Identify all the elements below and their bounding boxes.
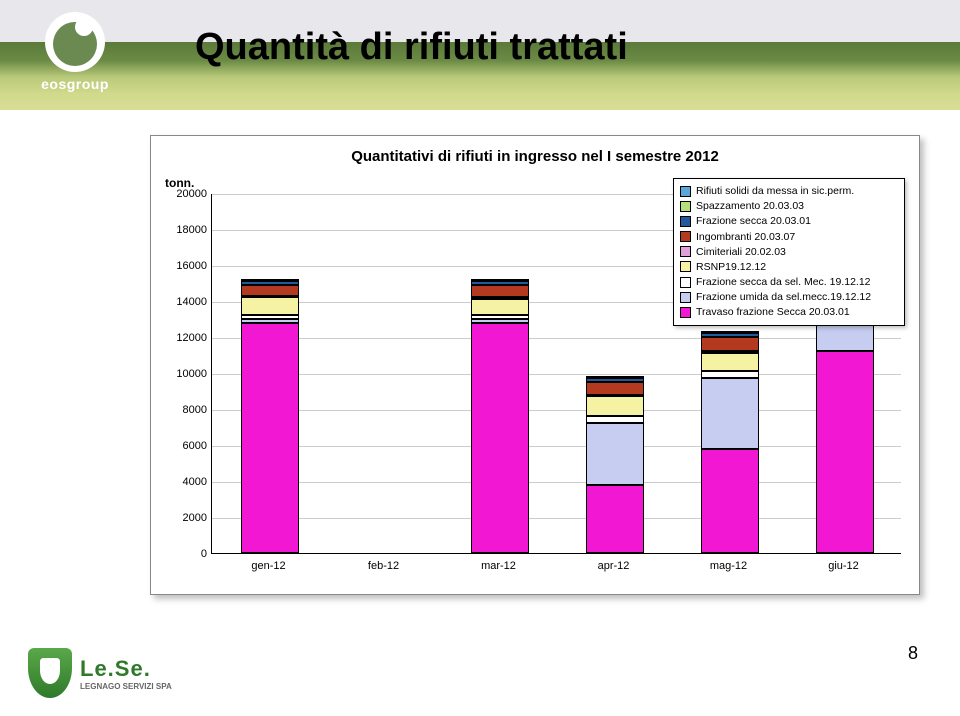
page-title: Quantità di rifiuti trattati [195,26,628,69]
footer-logo: Le.Se. LEGNAGO SERVIZI SPA [28,648,172,698]
legend-swatch [680,261,691,272]
eosgroup-logo-text: eosgroup [30,76,120,92]
legend-label: Spazzamento 20.03.03 [696,199,804,213]
legend-item: Ingombranti 20.03.07 [680,230,898,244]
chart-xtick: apr-12 [598,560,630,572]
chart-gridline [212,482,901,483]
chart-xtick: gen-12 [251,560,285,572]
legend-swatch [680,307,691,318]
legend-label: Cimiteriali 20.02.03 [696,245,786,259]
chart-gridline [212,374,901,375]
chart-ytick: 2000 [163,512,207,524]
bar-segment [241,295,299,297]
bar-segment [471,281,529,285]
bar-segment [471,279,529,281]
chart-ytick: 12000 [163,332,207,344]
eosgroup-logo-icon [45,12,105,72]
page-number: 8 [908,643,918,664]
footer-sub: LEGNAGO SERVIZI SPA [80,682,172,691]
legend-item: Frazione secca da sel. Mec. 19.12.12 [680,275,898,289]
legend-item: Frazione secca 20.03.01 [680,214,898,228]
bar-segment [701,371,759,378]
chart-xtick: mag-12 [710,560,747,572]
bar-segment [241,279,299,281]
legend-label: Frazione secca da sel. Mec. 19.12.12 [696,275,871,289]
bar-segment [471,319,529,323]
bar-segment [586,376,644,378]
bar-segment [471,297,529,299]
legend-item: Frazione umida da sel.mecc.19.12.12 [680,290,898,304]
bar-segment [471,323,529,553]
eosgroup-logo: eosgroup [30,12,120,92]
bar-segment [586,382,644,395]
chart-ytick: 20000 [163,188,207,200]
legend-label: Frazione secca 20.03.01 [696,214,811,228]
legend-label: RSNP19.12.12 [696,260,766,274]
bar-segment [241,315,299,319]
bar-segment [471,299,529,315]
legend-label: Travaso frazione Secca 20.03.01 [696,305,850,319]
bar-segment [241,285,299,296]
footer-brand: Le.Se. [80,656,172,682]
bar-segment [586,416,644,423]
legend-swatch [680,231,691,242]
chart-card: Quantitativi di rifiuti in ingresso nel … [150,135,920,595]
legend-label: Frazione umida da sel.mecc.19.12.12 [696,290,871,304]
bar-segment [701,449,759,553]
legend-swatch [680,216,691,227]
legend-swatch [680,277,691,288]
bar-segment [701,353,759,371]
bar-segment [701,351,759,353]
chart-legend: Rifiuti solidi da messa in sic.perm.Spaz… [673,178,905,326]
chart-xtick: feb-12 [368,560,399,572]
legend-item: Spazzamento 20.03.03 [680,199,898,213]
legend-item: RSNP19.12.12 [680,260,898,274]
chart-xtick: giu-12 [828,560,859,572]
legend-swatch [680,186,691,197]
chart-ytick: 0 [163,548,207,560]
legend-item: Rifiuti solidi da messa in sic.perm. [680,184,898,198]
bar-segment [241,297,299,315]
bar-segment [586,396,644,416]
bar-segment [586,485,644,553]
bar-segment [701,333,759,337]
legend-swatch [680,201,691,212]
legend-item: Cimiteriali 20.02.03 [680,245,898,259]
bar-segment [586,423,644,484]
chart-gridline [212,446,901,447]
chart-ytick: 6000 [163,440,207,452]
bar-segment [241,281,299,285]
chart-ytick: 16000 [163,260,207,272]
chart-gridline [212,410,901,411]
chart-ytick: 8000 [163,404,207,416]
bar-segment [241,323,299,553]
bar-segment [241,319,299,323]
chart-gridline [212,518,901,519]
chart-ytick: 4000 [163,476,207,488]
chart-ytick: 10000 [163,368,207,380]
bar-segment [701,378,759,448]
chart-gridline [212,338,901,339]
legend-swatch [680,246,691,257]
bar-segment [586,378,644,382]
chart-title: Quantitativi di rifiuti in ingresso nel … [151,148,919,165]
legend-item: Travaso frazione Secca 20.03.01 [680,305,898,319]
bar-segment [816,351,874,553]
legend-swatch [680,292,691,303]
lese-shield-icon [28,648,72,698]
bar-segment [471,285,529,298]
bar-segment [701,331,759,333]
bar-segment [701,337,759,351]
chart-ytick: 18000 [163,224,207,236]
chart-xtick: mar-12 [481,560,516,572]
chart-ytick: 14000 [163,296,207,308]
legend-label: Ingombranti 20.03.07 [696,230,795,244]
legend-label: Rifiuti solidi da messa in sic.perm. [696,184,854,198]
bar-segment [586,394,644,396]
bar-segment [471,315,529,319]
